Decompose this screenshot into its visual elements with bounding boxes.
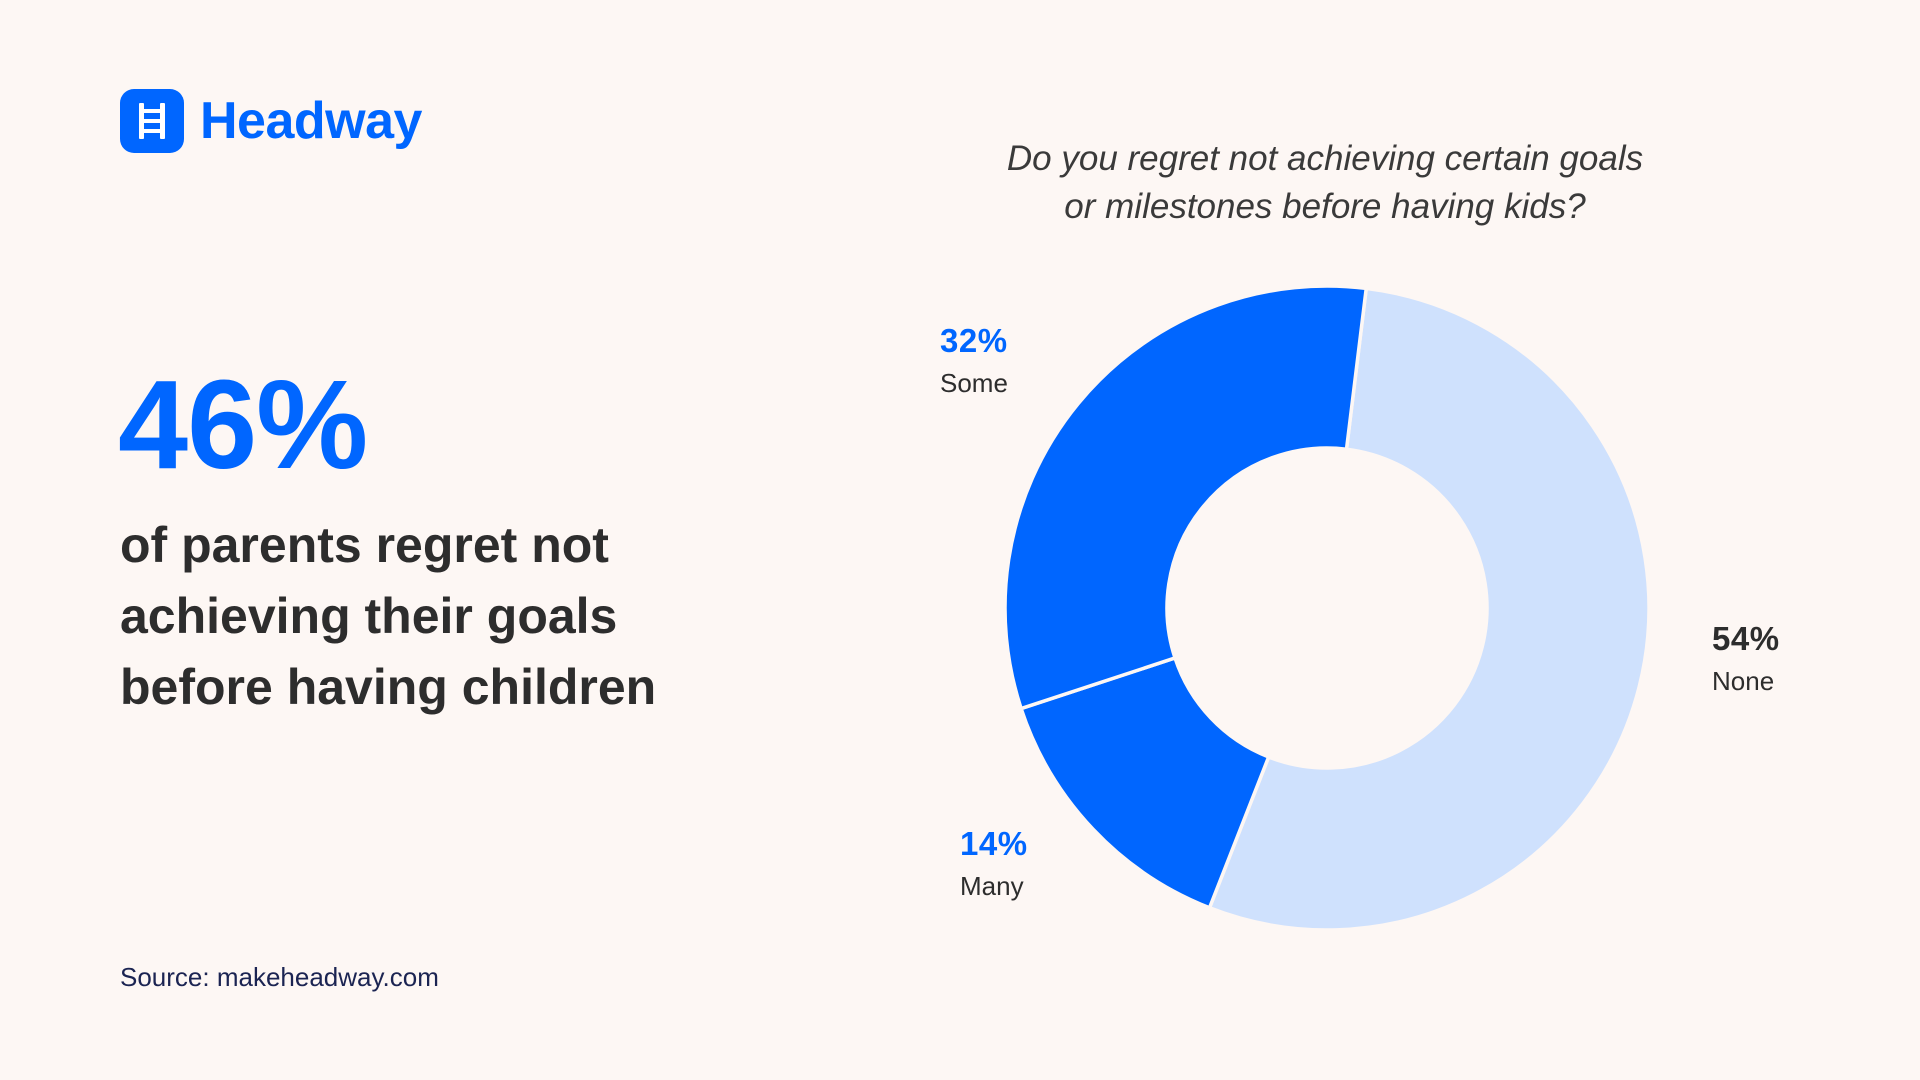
slice-category-label: None (1712, 666, 1774, 696)
headline-stat: 46% (118, 354, 368, 495)
brand-logo: Headway (120, 89, 422, 153)
chart-title-line: Do you regret not achieving certain goal… (1006, 139, 1644, 178)
slice-value-label: 32% (940, 322, 1008, 359)
ladder-icon (120, 89, 184, 153)
slice-category-label: Many (960, 871, 1024, 901)
slice-category-label: Some (940, 368, 1008, 398)
chart-title: Do you regret not achieving certain goal… (920, 135, 1730, 231)
slice-value-label: 14% (960, 825, 1028, 862)
headline-line: achieving their goals (120, 588, 618, 644)
headline-text: of parents regret not achieving their go… (120, 510, 760, 723)
donut-slice-many (1019, 656, 1271, 910)
donut-slice-some (1003, 284, 1368, 711)
chart-title-line: or milestones before having kids? (1064, 187, 1586, 226)
headline-line: of parents regret not (120, 517, 609, 573)
brand-name: Headway (200, 92, 422, 150)
donut-slice-none (1207, 286, 1651, 932)
slice-value-label: 54% (1712, 620, 1780, 657)
headline-line: before having children (120, 659, 657, 715)
source-text: Source: makeheadway.com (120, 962, 439, 992)
